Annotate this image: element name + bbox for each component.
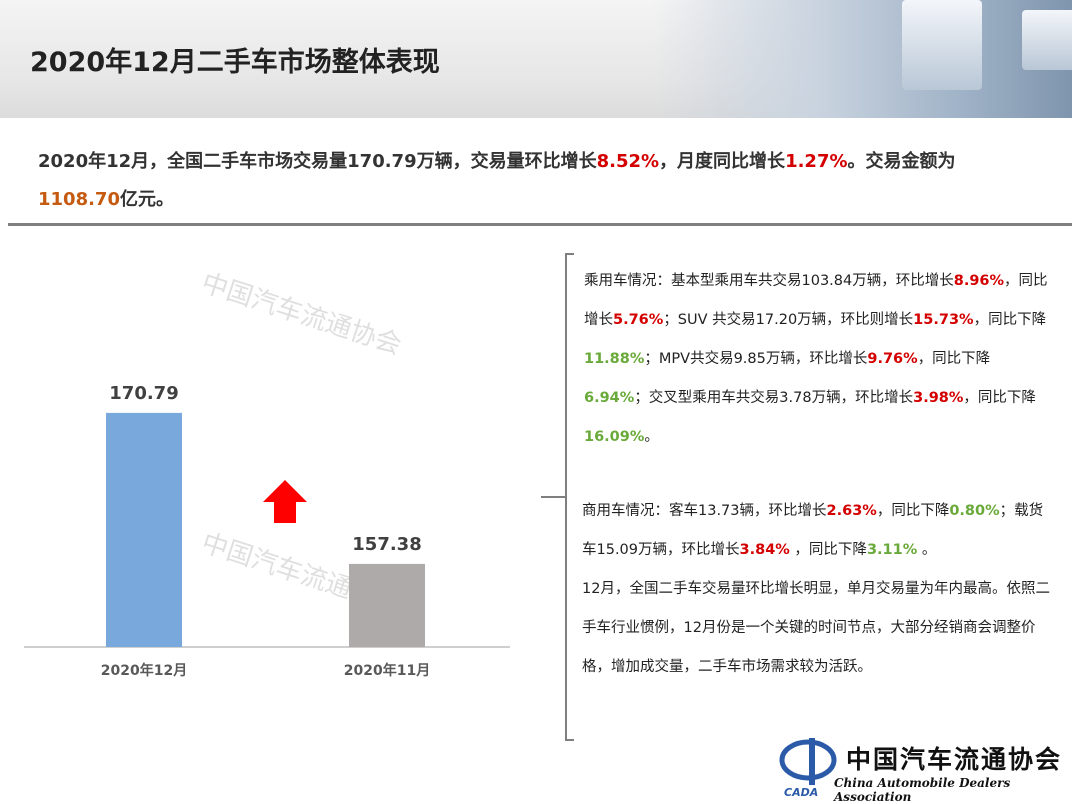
transaction-amount: 1108.70: [38, 189, 120, 210]
logo-cn: 中国汽车流通协会: [846, 745, 1063, 774]
note-text: ；交叉型乘用车共交易3.78万辆，环比增长: [634, 390, 914, 406]
note-text: ，同比下降: [973, 312, 1047, 328]
brace: [541, 253, 574, 741]
svg-text:CADA: CADA: [784, 786, 818, 799]
data-label: 157.38: [352, 534, 421, 555]
cada-logo: CADA 中国汽车流通协会 China Automobile Dealers A…: [778, 730, 1068, 804]
percentage-value: 11.88%: [584, 351, 645, 367]
header-decoration: [652, 0, 1072, 118]
note-text: ，同比下降: [789, 542, 867, 558]
note-text: 乘用车情况：基本型乘用车共交易103.84万辆，环比增长: [584, 273, 954, 289]
note-text: 。: [644, 429, 659, 445]
note-text: ，同比下降: [963, 390, 1036, 406]
logo-en: China Automobile Dealers Association: [834, 776, 1011, 804]
conclusion-text: 12月，全国二手车交易量环比增长明显，单月交易量为年内最高。依照二手车行业惯例，…: [582, 581, 1050, 675]
note-text: 。: [917, 542, 937, 558]
cada-logo-icon: CADA: [779, 738, 837, 799]
note-text: ；SUV 共交易17.20万辆，环比则增长: [663, 312, 914, 328]
percentage-value: 3.11%: [866, 542, 918, 558]
up-arrow-icon: [263, 480, 307, 523]
yoy-growth: 1.27%: [785, 151, 848, 172]
notes-panel: 乘用车情况：基本型乘用车共交易103.84万辆，环比增长8.96%，同比增长5.…: [582, 262, 1054, 687]
percentage-value: 0.80%: [949, 503, 1000, 519]
note-text: ；MPV共交易9.85万辆，环比增长: [644, 351, 868, 367]
percentage-value: 8.96%: [953, 273, 1005, 289]
percentage-value: 9.76%: [867, 351, 918, 367]
data-label: 170.79: [109, 383, 178, 404]
note-text: ，同比增长: [584, 273, 1048, 328]
percentage-value: 15.73%: [913, 312, 974, 328]
category-label: 2020年11月: [344, 662, 430, 679]
percentage-value: 3.84%: [739, 542, 790, 558]
note-text: ，同比下降: [917, 351, 991, 367]
category-label: 2020年12月: [101, 662, 187, 679]
percentage-value: 2.63%: [826, 503, 877, 519]
bar-1: [349, 563, 425, 647]
page-title: 2020年12月二手车市场整体表现: [30, 47, 440, 78]
bar-0: [106, 412, 182, 647]
passenger-car-notes: 乘用车情况：基本型乘用车共交易103.84万辆，环比增长8.96%，同比增长5.…: [584, 262, 1054, 457]
percentage-value: 6.94%: [584, 390, 635, 406]
mom-growth: 8.52%: [596, 151, 660, 172]
note-text: 商用车情况：客车13.73辆，环比增长: [582, 503, 827, 519]
percentage-value: 3.98%: [913, 390, 964, 406]
commercial-car-notes: 商用车情况：客车13.73辆，环比增长2.63%，同比下降0.80%；载货车15…: [582, 492, 1054, 570]
svg-text:中国汽车流通协会: 中国汽车流通协会: [198, 268, 405, 361]
percentage-value: 5.76%: [613, 312, 664, 328]
percentage-value: 16.09%: [584, 429, 645, 445]
divider: [8, 223, 1072, 226]
note-text: ，同比下降: [876, 503, 950, 519]
bar-chart: 中国汽车流通协会 中国汽车流通协会 170.792020年12月157.3820…: [24, 268, 510, 679]
note-text: ；载货车15.09万辆，环比增长: [582, 503, 1044, 558]
header-banner: 2020年12月二手车市场整体表现: [0, 0, 1072, 118]
summary-text: 2020年12月，全国二手车市场交易量170.79万辆，交易量环比增长8.52%…: [38, 151, 956, 210]
